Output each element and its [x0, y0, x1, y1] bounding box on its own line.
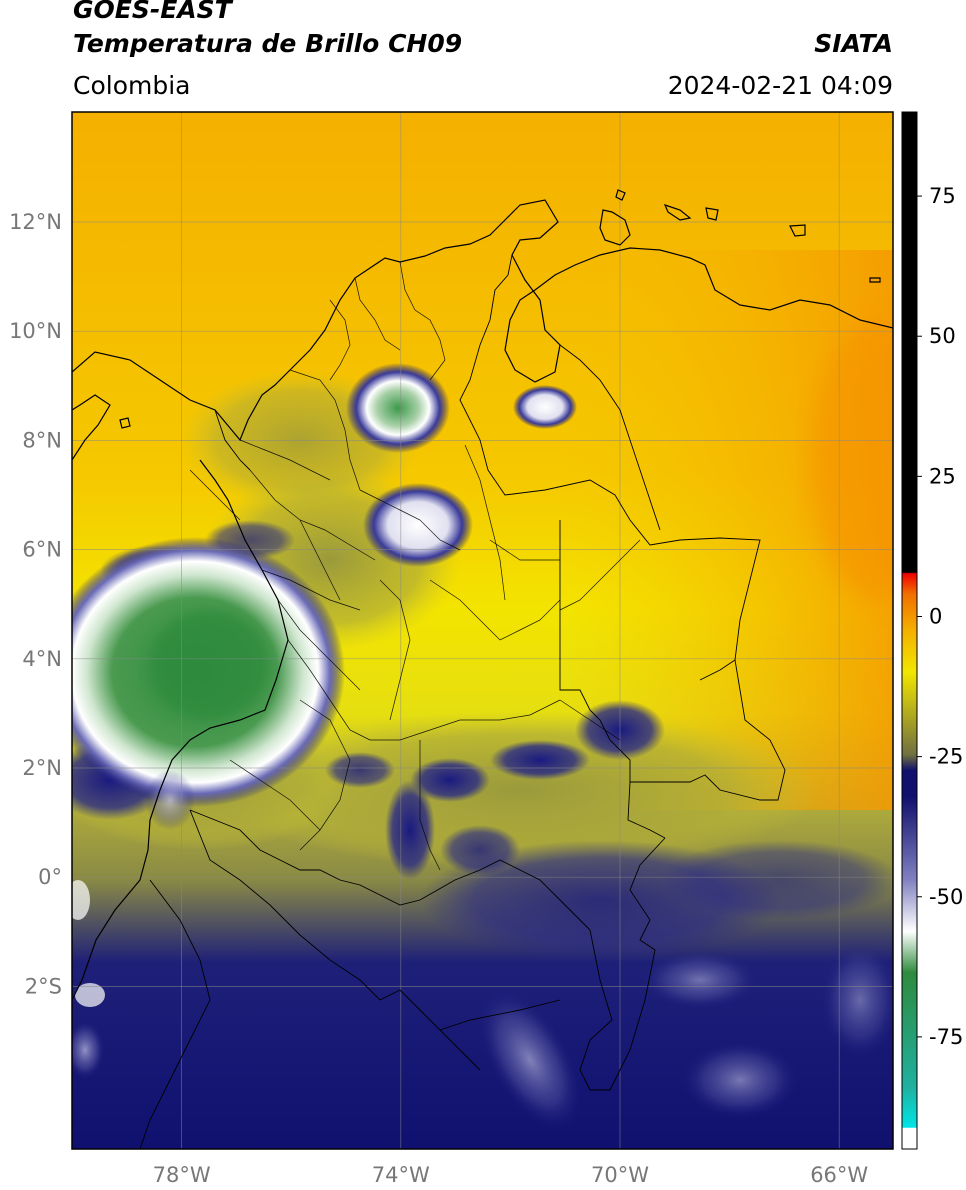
latitude-labels: 12°N 10°N 8°N 6°N 4°N 2°N 0° 2°S [9, 210, 62, 998]
lat-tick-label: 6°N [22, 538, 62, 562]
lon-tick-label: 66°W [810, 1163, 868, 1187]
political-borders [139, 254, 786, 1149]
lon-tick-label: 70°W [591, 1163, 649, 1187]
satellite-imagery [72, 112, 893, 1149]
map-gridlines [72, 112, 893, 1149]
brand-label: SIATA [814, 29, 893, 58]
lat-tick-label: 12°N [9, 210, 62, 234]
department-borders [189, 261, 641, 871]
datetime-label: 2024-02-21 04:09 [667, 71, 893, 100]
region-label: Colombia [73, 71, 191, 100]
lat-tick-label: 2°S [25, 974, 62, 998]
lat-tick-label: 2°N [22, 756, 62, 780]
satellite-title: GOES-EAST [73, 0, 232, 24]
colorbar [901, 111, 918, 1150]
lat-tick-label: 8°N [22, 428, 62, 452]
colorbar-tick-label: -25 [929, 745, 963, 769]
colorbar-tick-label: 75 [929, 184, 956, 208]
colorbar-tick-label: 25 [929, 464, 956, 488]
product-title: Temperatura de Brillo CH09 [73, 29, 463, 58]
colorbar-tick-label: -75 [929, 1025, 963, 1049]
lat-tick-label: 0° [38, 865, 62, 889]
lon-tick-label: 78°W [153, 1163, 211, 1187]
map-frame [71, 111, 894, 1150]
colorbar-labels: 75 50 25 0 -25 -50 -75 [917, 184, 963, 1049]
lon-tick-label: 74°W [372, 1163, 430, 1187]
coastlines [72, 189, 893, 1001]
longitude-labels: 78°W 74°W 70°W 66°W [153, 1163, 869, 1187]
colorbar-tick-label: 0 [929, 604, 942, 628]
lat-tick-label: 4°N [22, 647, 62, 671]
colorbar-tick-label: -50 [929, 885, 963, 909]
lat-tick-label: 10°N [9, 319, 62, 343]
colorbar-tick-label: 50 [929, 324, 956, 348]
